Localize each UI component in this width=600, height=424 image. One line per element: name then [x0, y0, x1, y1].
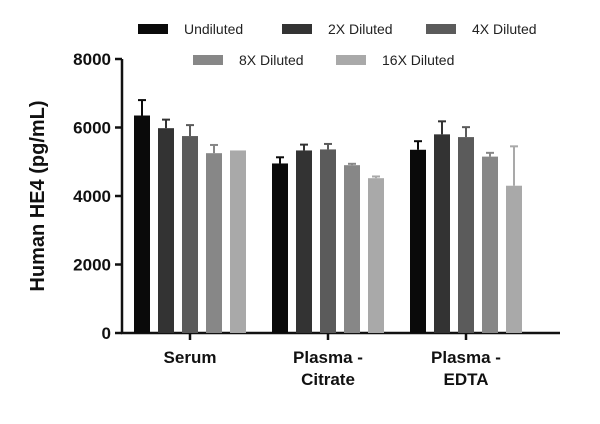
bar: [206, 153, 222, 333]
legend-label: Undiluted: [184, 21, 243, 37]
legend-swatch: [426, 24, 456, 34]
y-tick-label: 8000: [73, 50, 111, 69]
x-tick-label-line: Serum: [164, 348, 217, 367]
legend-swatch: [193, 55, 223, 65]
x-tick-label-line: EDTA: [443, 370, 488, 389]
legend-label: 8X Diluted: [239, 52, 304, 68]
y-tick-label: 0: [102, 324, 111, 343]
bar: [344, 165, 360, 333]
bar: [230, 150, 246, 333]
y-tick-label: 4000: [73, 187, 111, 206]
x-tick-label-line: Plasma -: [431, 348, 501, 367]
bars: [134, 99, 522, 333]
x-axis: Serum Plasma - Citrate Plasma - EDTA: [121, 331, 560, 389]
legend-swatch: [282, 24, 312, 34]
bar: [458, 137, 474, 333]
y-tick-label: 2000: [73, 256, 111, 275]
bar: [272, 163, 288, 333]
bar: [182, 136, 198, 333]
legend: Undiluted 2X Diluted 4X Diluted 8X Diluted 1…: [138, 21, 537, 68]
x-tick-label: Serum: [164, 348, 217, 367]
bar: [434, 134, 450, 333]
x-tick-label: Plasma - Citrate: [293, 348, 363, 389]
x-tick-label: Plasma - EDTA: [431, 348, 501, 389]
legend-swatch: [138, 24, 168, 34]
y-axis: 0 2000 4000 6000 8000: [73, 50, 124, 343]
legend-label: 4X Diluted: [472, 21, 537, 37]
x-tick-label-line: Plasma -: [293, 348, 363, 367]
bar: [158, 128, 174, 333]
bar: [134, 115, 150, 333]
x-tick-label-line: Citrate: [301, 370, 355, 389]
legend-label: 16X Diluted: [382, 52, 454, 68]
legend-swatch: [336, 55, 366, 65]
y-axis-label: Human HE4 (pg/mL): [27, 100, 49, 291]
bar: [296, 150, 312, 333]
y-tick-label: 6000: [73, 119, 111, 138]
bar: [506, 185, 522, 333]
bar: [482, 156, 498, 333]
legend-label: 2X Diluted: [328, 21, 393, 37]
bar: [368, 178, 384, 333]
bar: [320, 149, 336, 333]
bar: [410, 149, 426, 333]
